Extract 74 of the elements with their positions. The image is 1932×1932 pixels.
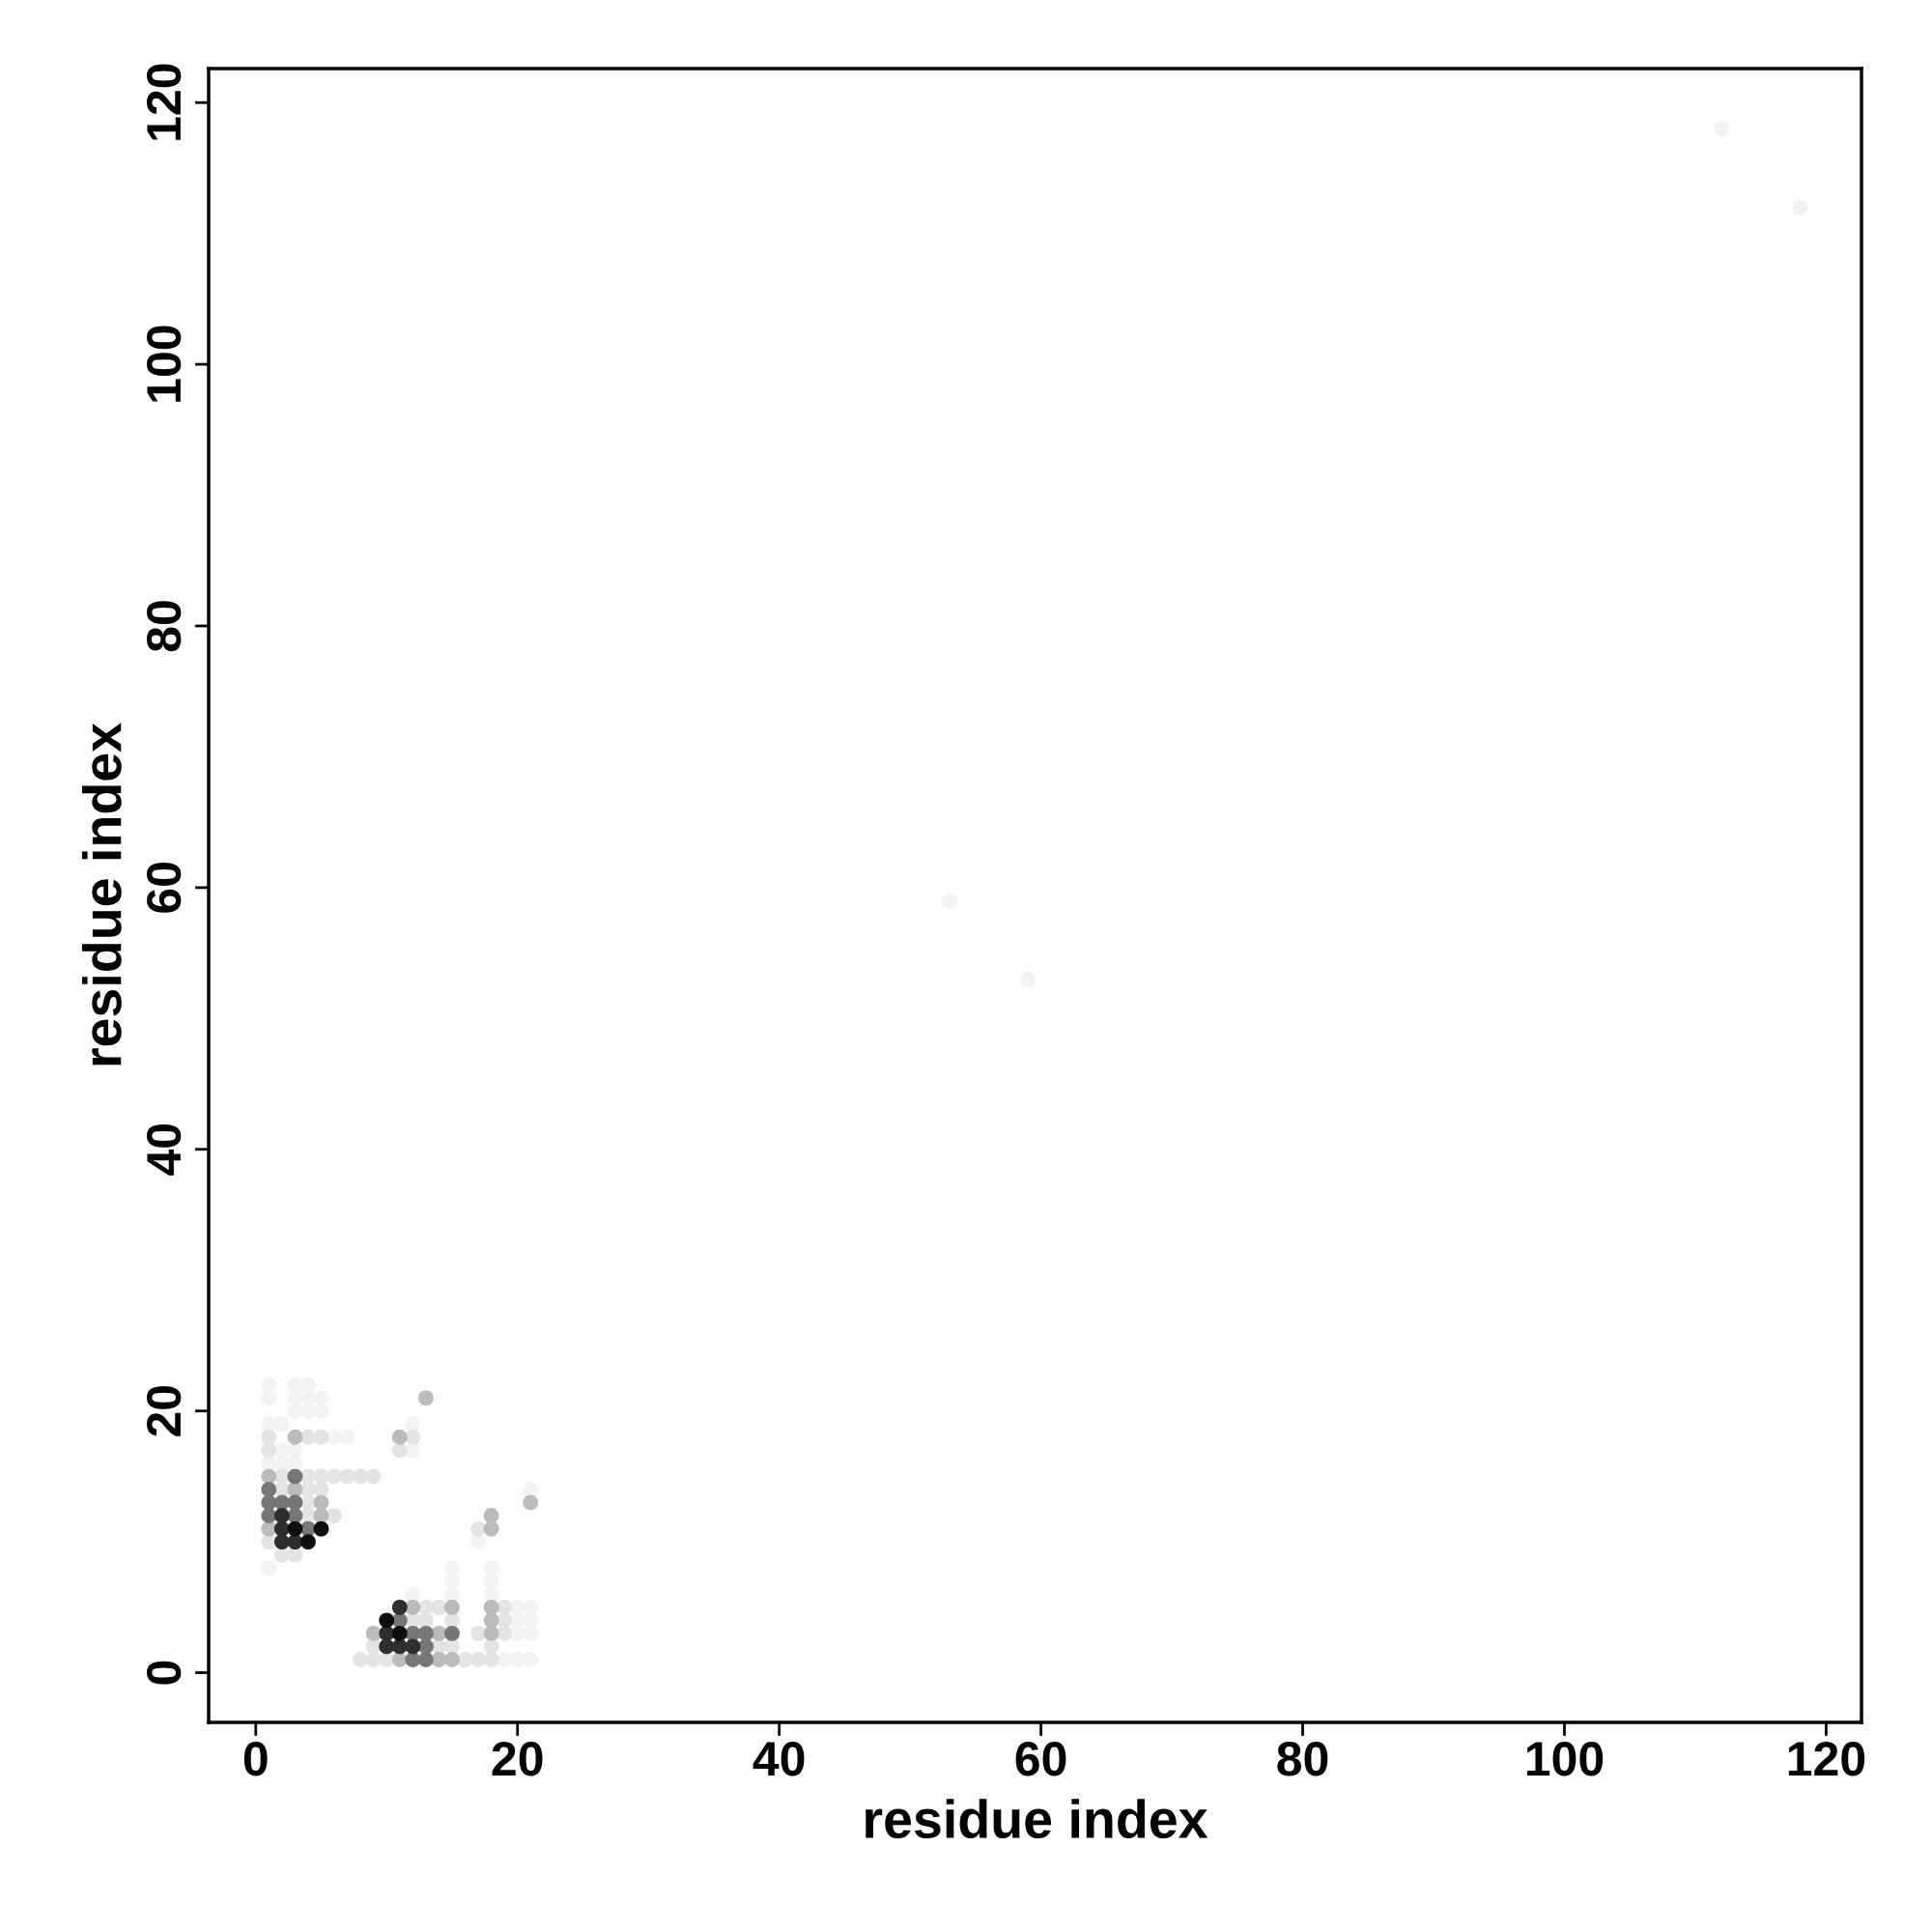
point xyxy=(261,1468,277,1485)
point xyxy=(353,1652,369,1667)
point xyxy=(313,1468,329,1485)
x-tick-label: 80 xyxy=(1277,1742,1328,1776)
point xyxy=(417,1390,434,1406)
point xyxy=(287,1429,303,1445)
point xyxy=(483,1625,499,1641)
point xyxy=(273,1416,290,1433)
point xyxy=(405,1599,421,1615)
point xyxy=(261,1482,277,1497)
y-tick-label: 80 xyxy=(146,601,182,652)
point xyxy=(379,1638,395,1655)
x-tick-label: 40 xyxy=(753,1742,805,1776)
point xyxy=(497,1625,513,1641)
point xyxy=(470,1520,486,1537)
point xyxy=(339,1468,355,1485)
y-axis-title: residue index xyxy=(81,723,122,1065)
point xyxy=(365,1468,382,1485)
y-tick-label: 60 xyxy=(146,863,182,913)
point xyxy=(261,1442,277,1459)
point xyxy=(287,1468,303,1485)
point xyxy=(379,1612,395,1629)
y-tick-label: 0 xyxy=(146,1661,182,1685)
point xyxy=(523,1482,539,1497)
point xyxy=(353,1468,369,1485)
point xyxy=(483,1520,499,1537)
point xyxy=(405,1586,421,1603)
point xyxy=(417,1652,434,1667)
point xyxy=(417,1625,434,1641)
point xyxy=(300,1534,316,1549)
x-axis-title: residue index xyxy=(866,1799,1208,1839)
point xyxy=(417,1612,434,1629)
point xyxy=(327,1468,342,1485)
y-tick-label: 120 xyxy=(146,64,182,140)
point xyxy=(261,1560,277,1577)
point xyxy=(287,1520,303,1537)
y-tick-label: 100 xyxy=(146,326,182,402)
point xyxy=(405,1429,421,1445)
point xyxy=(391,1625,408,1641)
point xyxy=(444,1625,460,1641)
point xyxy=(483,1508,499,1523)
point xyxy=(327,1508,342,1523)
point xyxy=(313,1494,329,1511)
point xyxy=(444,1599,460,1615)
point xyxy=(365,1625,382,1641)
y-tick-label: 20 xyxy=(146,1385,182,1436)
point xyxy=(483,1652,499,1667)
y-tick-label: 40 xyxy=(146,1124,182,1176)
point xyxy=(483,1612,499,1629)
x-tick-label: 100 xyxy=(1526,1742,1604,1776)
point xyxy=(444,1652,460,1667)
point xyxy=(287,1547,303,1563)
point xyxy=(261,1429,277,1445)
x-tick-label: 60 xyxy=(1015,1742,1066,1776)
point xyxy=(470,1652,486,1667)
point xyxy=(470,1625,486,1641)
point xyxy=(391,1429,408,1445)
point xyxy=(523,1494,539,1511)
point xyxy=(431,1599,447,1615)
point xyxy=(391,1599,408,1615)
point xyxy=(287,1494,303,1511)
point xyxy=(313,1520,329,1537)
point xyxy=(470,1534,486,1549)
point xyxy=(391,1442,408,1459)
point xyxy=(273,1508,290,1523)
x-tick-label: 20 xyxy=(492,1742,543,1776)
x-tick-label: 120 xyxy=(1788,1742,1865,1776)
point xyxy=(313,1429,329,1445)
point xyxy=(365,1652,382,1667)
point xyxy=(405,1638,421,1655)
point xyxy=(287,1442,303,1459)
point xyxy=(405,1416,421,1433)
point xyxy=(483,1599,499,1615)
x-tick-label: 0 xyxy=(243,1742,268,1776)
